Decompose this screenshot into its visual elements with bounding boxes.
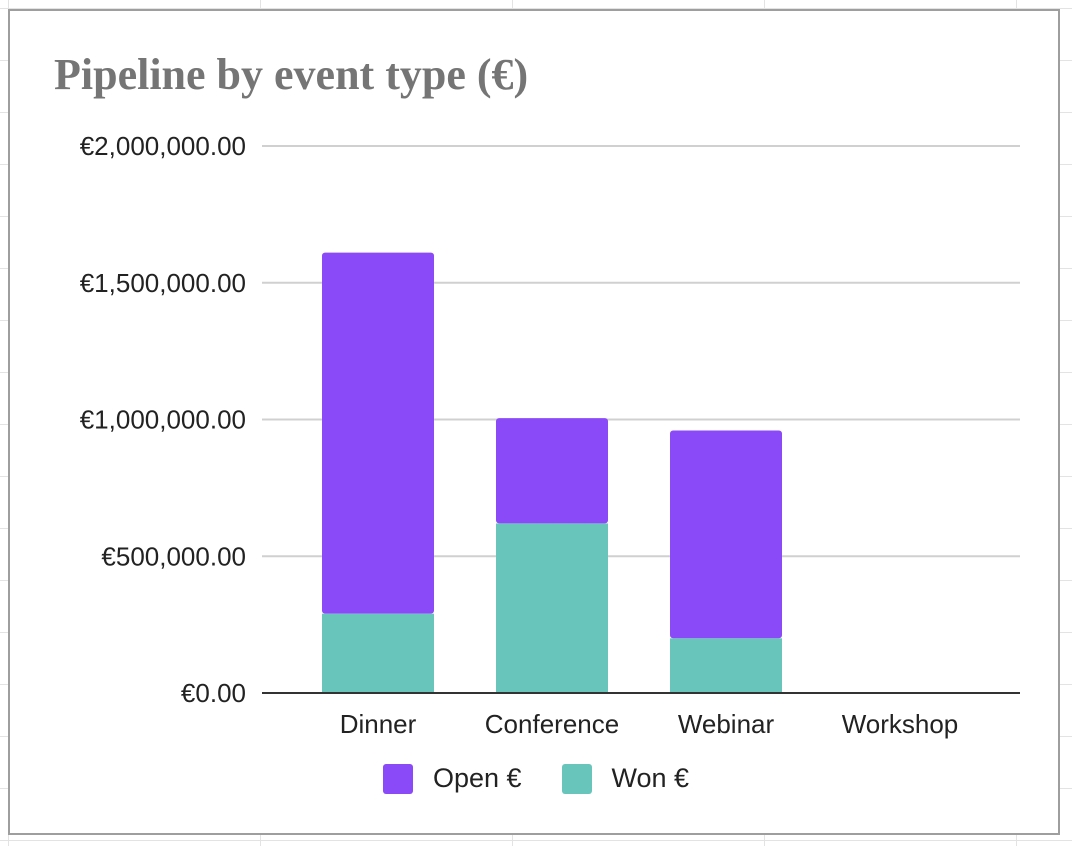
bar-conference-open bbox=[496, 418, 608, 524]
chart-legend: Open € Won € bbox=[10, 763, 1062, 794]
bar-conference-won bbox=[496, 523, 608, 693]
y-tick-label: €1,500,000.00 bbox=[80, 268, 246, 298]
y-tick-label: €500,000.00 bbox=[101, 541, 246, 571]
chart-plot-area: €0.00 €500,000.00 €1,000,000.00 €1,500,000.… bbox=[80, 131, 1020, 739]
bar-webinar-open bbox=[670, 430, 782, 639]
x-category-label: Webinar bbox=[678, 709, 775, 739]
legend-item-open[interactable]: Open € bbox=[382, 763, 522, 794]
y-tick-label: €0.00 bbox=[181, 678, 246, 708]
chart-container[interactable]: Pipeline by event type (€) €0.00 €500,000… bbox=[8, 9, 1060, 835]
bar-dinner-won bbox=[322, 613, 434, 693]
legend-label-won: Won € bbox=[611, 763, 690, 793]
y-tick-label: €2,000,000.00 bbox=[80, 131, 246, 161]
bar-dinner-open bbox=[322, 252, 434, 614]
y-tick-label: €1,000,000.00 bbox=[80, 405, 246, 435]
legend-label-open: Open € bbox=[432, 763, 522, 793]
bar-webinar-won bbox=[670, 638, 782, 693]
x-category-label: Conference bbox=[485, 709, 619, 739]
legend-item-won[interactable]: Won € bbox=[561, 763, 690, 794]
x-category-label: Workshop bbox=[842, 709, 959, 739]
x-category-label: Dinner bbox=[340, 709, 417, 739]
legend-swatch-won bbox=[561, 763, 592, 794]
legend-swatch-open bbox=[382, 763, 413, 794]
chart-title: Pipeline by event type (€) bbox=[54, 50, 529, 99]
